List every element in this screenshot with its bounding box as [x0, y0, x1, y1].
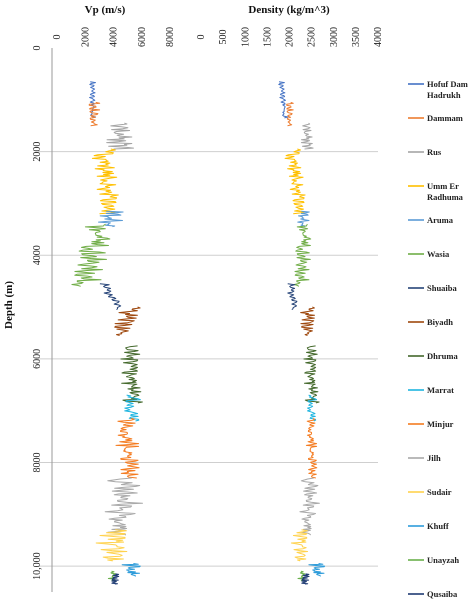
depth-axis-title: Depth (m) — [3, 281, 15, 329]
density-curve-dhruma — [303, 345, 320, 404]
vp-curve-minjur — [115, 417, 140, 479]
legend-label: Radhuma — [427, 192, 464, 202]
depth-gridlines — [38, 151, 378, 567]
vp-curve-marrat — [124, 394, 141, 422]
density-tick-label: 1500 — [262, 27, 273, 47]
legend-label: Sudair — [427, 487, 452, 497]
legend-label: Minjur — [427, 419, 454, 429]
vp-curve-sudair — [95, 529, 128, 562]
density-axis-title: Density (kg/m^3) — [248, 4, 330, 16]
density-curve-minjur — [305, 417, 318, 479]
axes: 0 2000 4000 6000 8000 10,000 0 2000 4000 6000 8000… — [32, 27, 384, 592]
legend-label: Unayzah — [427, 555, 459, 565]
legend-label: Marrat — [427, 385, 454, 395]
vp-curve-biyadh — [114, 306, 141, 336]
legend-label: Hadrukh — [427, 90, 461, 100]
density-tick-label: 2500 — [307, 27, 318, 47]
density-tick-label: 4000 — [373, 27, 384, 47]
legend-label: Rus — [427, 147, 442, 157]
density-curve-khuff — [308, 563, 326, 577]
vp-curve-hofuf-dam-hadrukh — [89, 81, 97, 119]
vp-curve-shuaiba — [99, 283, 122, 310]
density-tick-label: 0 — [196, 35, 207, 40]
density-curve-biyadh — [300, 306, 315, 336]
legend-label: Wasia — [427, 249, 450, 259]
legend-label: Biyadh — [427, 317, 453, 327]
depth-tick-label: 10,000 — [32, 552, 43, 580]
density-curve-dammam — [286, 101, 294, 127]
legend-label: Qusaiba — [427, 589, 458, 599]
vp-curve-aruma — [98, 210, 124, 228]
vp-tick-label: 2000 — [80, 27, 91, 47]
vp-tick-label: 4000 — [109, 27, 120, 47]
legend-label: Shuaiba — [427, 283, 458, 293]
vp-axis-title: Vp (m/s) — [85, 4, 126, 16]
density-curve-qusaiba — [301, 573, 310, 585]
vp-curve-rus — [106, 122, 134, 150]
density-tick-label: 3000 — [329, 27, 340, 47]
vp-tick-label: 6000 — [137, 27, 148, 47]
density-tick-label: 3500 — [351, 27, 362, 47]
depth-tick-label: 4000 — [32, 245, 43, 265]
density-curve-sudair — [290, 529, 309, 562]
vp-curve-umm-er-radhuma — [91, 148, 119, 215]
vp-tick-label: 8000 — [165, 27, 176, 47]
vp-curve-wasia — [71, 223, 111, 287]
vp-curve-qusaiba — [111, 573, 120, 585]
density-curve-shuaiba — [287, 283, 298, 311]
density-curve-wasia — [293, 223, 312, 287]
density-curve-marrat — [307, 394, 318, 422]
density-tick-label: 2000 — [285, 27, 296, 47]
density-curve-rus — [300, 122, 314, 150]
vp-curve-jilh — [104, 477, 143, 536]
density-curve-umm-er-radhuma — [284, 148, 306, 215]
depth-tick-label: 2000 — [32, 142, 43, 162]
depth-tick-label: 6000 — [32, 349, 43, 369]
legend-label: Aruma — [427, 215, 454, 225]
vp-curve-khuff — [121, 563, 141, 577]
density-curve-jilh — [299, 477, 320, 536]
legend-label: Jilh — [427, 453, 441, 463]
legend-label: Hofuf Dam — [427, 79, 468, 89]
legend-label: Dhruma — [427, 351, 458, 361]
vp-curve-dhruma — [120, 345, 143, 404]
log-curves — [71, 81, 326, 585]
density-curve-hofuf-dam-hadrukh — [278, 81, 289, 119]
density-tick-label: 500 — [218, 30, 229, 45]
depth-tick-label: 0 — [32, 46, 43, 51]
legend-label: Dammam — [427, 113, 463, 123]
legend-label: Umm Er — [427, 181, 459, 191]
density-tick-label: 1000 — [240, 27, 251, 47]
density-curve-aruma — [297, 210, 310, 228]
legend-label: Khuff — [427, 521, 449, 531]
vp-curve-dammam — [88, 101, 101, 127]
vp-tick-label: 0 — [52, 35, 63, 40]
depth-tick-label: 8000 — [32, 452, 43, 472]
